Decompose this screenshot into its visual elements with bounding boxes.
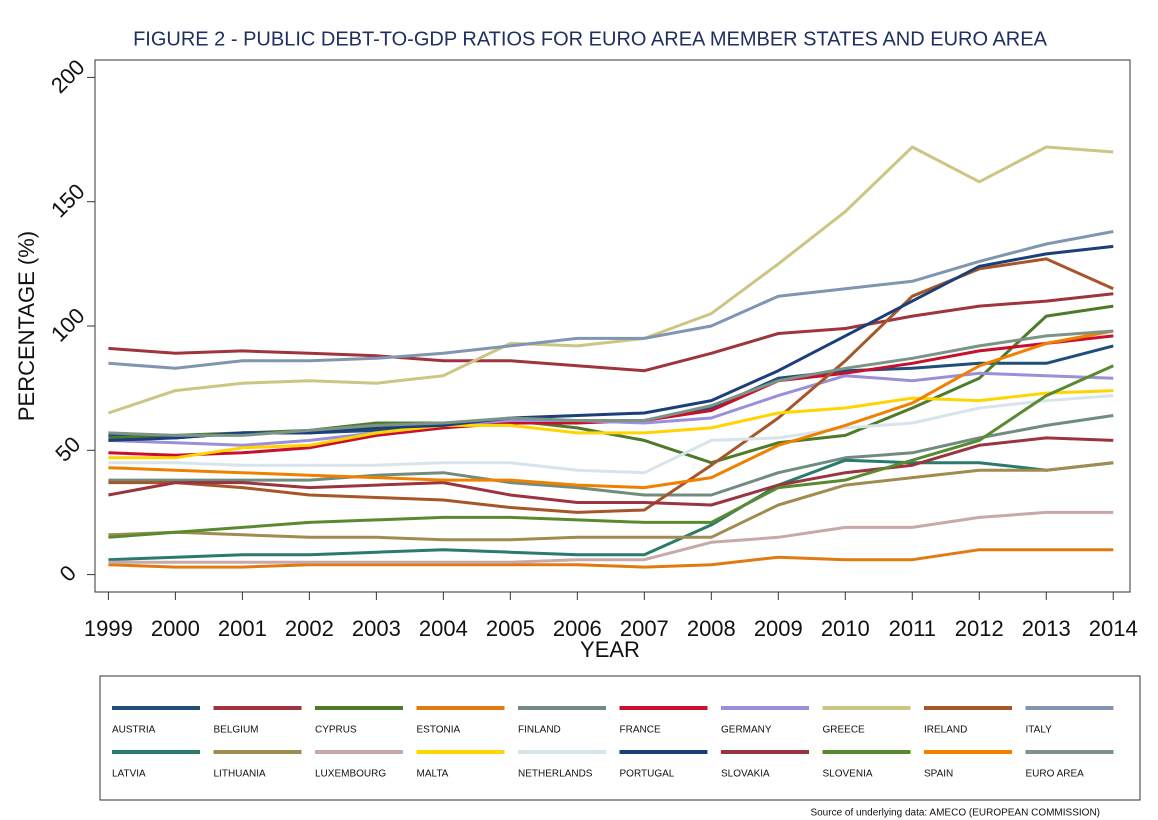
legend-box: [99, 675, 1141, 801]
y-axis-label: PERCENTAGE (%): [14, 231, 39, 421]
legend-label: NETHERLANDS: [518, 769, 593, 780]
x-tick-label: 2003: [352, 616, 401, 641]
x-tick-label: 2001: [218, 616, 267, 641]
y-tick-label: 100: [46, 303, 90, 347]
legend-label: GREECE: [823, 725, 866, 736]
x-tick-label: 2012: [955, 616, 1004, 641]
x-tick-label: 2004: [419, 616, 468, 641]
series-line: [108, 394, 1114, 475]
legend-label: FRANCE: [620, 725, 661, 736]
legend-label: MALTA: [417, 769, 449, 780]
series-line: [108, 548, 1114, 569]
x-tick-label: 2010: [821, 616, 870, 641]
x-tick-label: 2005: [486, 616, 535, 641]
legend-label: ITALY: [1026, 725, 1053, 736]
x-tick-label: 2009: [754, 616, 803, 641]
series-line: [108, 230, 1114, 370]
x-tick-label: 1999: [84, 616, 133, 641]
legend-label: FINLAND: [518, 725, 561, 736]
legend-label: LUXEMBOURG: [315, 769, 386, 780]
series-line: [108, 292, 1114, 373]
legend-label: PORTUGAL: [620, 769, 675, 780]
x-tick-label: 2013: [1022, 616, 1071, 641]
legend-label: LATVIA: [112, 769, 146, 780]
series-line: [108, 414, 1114, 497]
legend-label: SLOVAKIA: [721, 769, 770, 780]
x-tick-label: 2008: [687, 616, 736, 641]
y-tick-label: 150: [46, 179, 90, 223]
series-line: [108, 389, 1114, 460]
legend-label: LITHUANIA: [214, 769, 267, 780]
series-line: [108, 329, 1114, 490]
x-tick-label: 2014: [1089, 616, 1138, 641]
legend-label: GERMANY: [721, 725, 772, 736]
legend-label: SPAIN: [924, 769, 953, 780]
legend-label: AUSTRIA: [112, 725, 156, 736]
x-tick-label: 2002: [285, 616, 334, 641]
x-axis-label: YEAR: [580, 637, 640, 662]
legend-label: SLOVENIA: [823, 769, 873, 780]
series-line: [108, 364, 1114, 539]
x-tick-label: 2000: [151, 616, 200, 641]
x-tick-label: 2007: [620, 616, 669, 641]
y-tick-label: 0: [55, 560, 81, 586]
legend-label: EURO AREA: [1026, 769, 1085, 780]
series-line: [107, 145, 1114, 415]
x-tick-label: 2011: [889, 616, 936, 641]
series-line: [108, 461, 1114, 542]
legend-label: ESTONIA: [417, 725, 461, 736]
y-tick-label: 50: [50, 432, 85, 467]
series-line: [108, 510, 1114, 564]
legend-label: BELGIUM: [214, 725, 259, 736]
legend-label: CYPRUS: [315, 725, 357, 736]
legend-label: IRELAND: [924, 725, 967, 736]
series-line: [108, 458, 1114, 562]
series-line: [108, 436, 1114, 507]
y-tick-label: 200: [46, 54, 90, 98]
chart-title: FIGURE 2 - PUBLIC DEBT-TO-GDP RATIOS FOR…: [133, 28, 1048, 50]
source-note: Source of underlying data: AMECO (EUROPE…: [810, 808, 1100, 819]
x-tick-label: 2006: [553, 616, 602, 641]
series-line: [108, 329, 1114, 437]
